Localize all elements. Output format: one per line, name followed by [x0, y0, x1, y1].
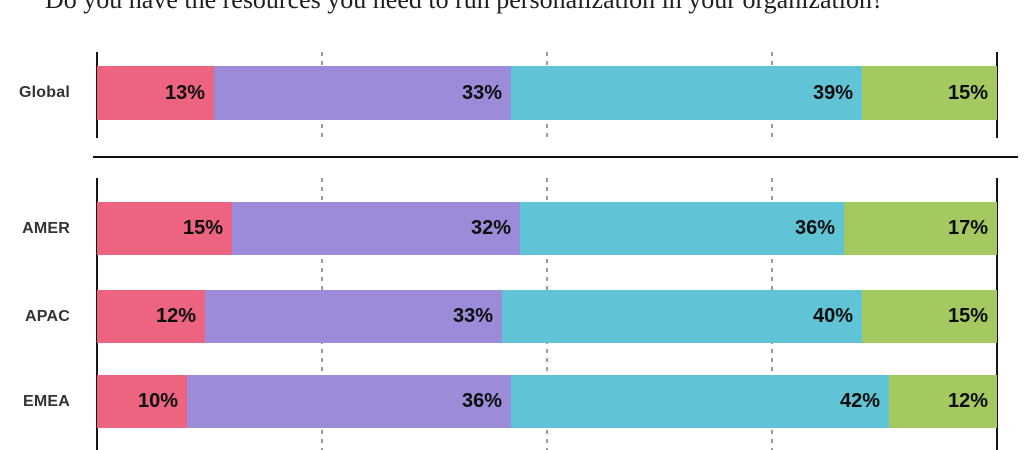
segment-value-label: 32% — [470, 217, 511, 239]
bar-segment: 36% — [187, 375, 511, 428]
bar-segment: 42% — [511, 375, 889, 428]
segment-value-label: 33% — [452, 305, 493, 327]
bar-segment: 17% — [844, 202, 997, 255]
segment-value-label: 12% — [155, 305, 196, 327]
bar-segment: 15% — [862, 66, 997, 120]
bar-segment: 39% — [511, 66, 862, 120]
segment-value-label: 42% — [839, 390, 880, 412]
bar-row-apac: APAC 12% 33% 40% 15% — [25, 290, 997, 343]
segment-value-label: 33% — [461, 81, 502, 104]
row-label: Global — [19, 84, 70, 101]
global-chart: Global 13% 33% 39% 15% — [19, 52, 998, 138]
row-label: AMER — [22, 219, 70, 237]
segment-value-label: 15% — [947, 81, 988, 104]
bar-segment: 13% — [97, 66, 214, 120]
segment-value-label: 39% — [812, 81, 853, 104]
segment-value-label: 36% — [461, 390, 502, 412]
bar-segment: 33% — [205, 290, 502, 343]
segment-value-label: 17% — [947, 217, 988, 239]
bar-row-global: Global 13% 33% 39% 15% — [19, 66, 997, 120]
row-label: APAC — [25, 307, 70, 325]
segment-value-label: 40% — [812, 305, 853, 327]
chart-title: Do you have the resources you need to ru… — [45, 0, 1005, 13]
bar-segment: 10% — [97, 375, 187, 428]
segment-value-label: 10% — [137, 390, 178, 412]
segment-value-label: 15% — [182, 217, 223, 239]
bar-segment: 36% — [520, 202, 844, 255]
bar-segment: 12% — [97, 290, 205, 343]
bar-segment: 40% — [502, 290, 862, 343]
bar-segment: 15% — [97, 202, 232, 255]
bar-row-amer: AMER 15% 32% 36% 17% — [22, 202, 997, 255]
segment-value-label: 36% — [794, 217, 835, 239]
segment-value-label: 12% — [947, 390, 988, 412]
section-divider — [93, 156, 1018, 158]
bar-segment: 12% — [889, 375, 997, 428]
bar-row-emea: EMEA 10% 36% 42% 12% — [23, 375, 997, 428]
bar-segment: 32% — [232, 202, 520, 255]
bar-segment: 15% — [862, 290, 997, 343]
segment-value-label: 13% — [164, 81, 205, 104]
row-label: EMEA — [22, 392, 70, 410]
regional-chart: AMER 15% 32% 36% 17% APAC 12% 33% 40% 15% EMEA 10% 3… — [22, 178, 998, 450]
bar-segment: 33% — [214, 66, 511, 120]
axis-line-right — [996, 178, 998, 450]
segment-value-label: 15% — [947, 305, 988, 327]
axis-line-right — [996, 52, 998, 138]
